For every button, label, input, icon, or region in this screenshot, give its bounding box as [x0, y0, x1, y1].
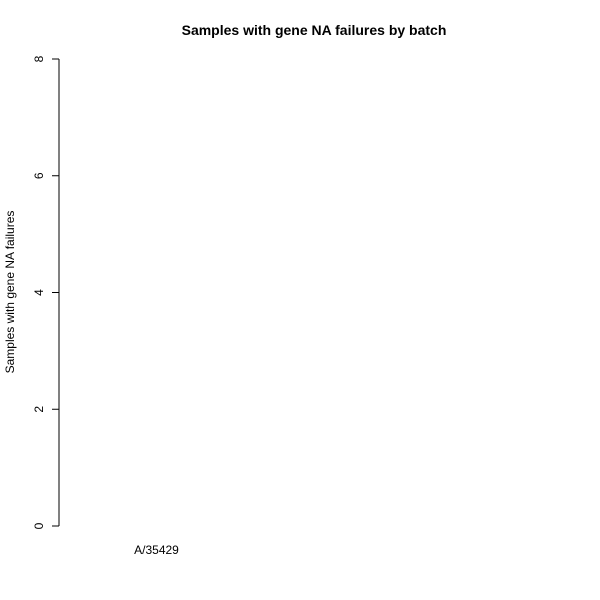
y-axis-label: Samples with gene NA failures [3, 211, 17, 374]
y-tick-label: 0 [32, 522, 46, 529]
chart-title: Samples with gene NA failures by batch [182, 22, 447, 38]
x-tick-labels: A/35429 [134, 543, 179, 557]
y-tick-label: 4 [32, 289, 46, 296]
y-ticks: 0 2 4 6 8 [32, 55, 59, 529]
y-tick-label: 2 [32, 406, 46, 413]
y-tick-label: 6 [32, 172, 46, 179]
y-axis: 0 2 4 6 8 [32, 55, 60, 529]
x-tick-label: A/35429 [134, 543, 179, 557]
y-tick-label: 8 [32, 55, 46, 62]
